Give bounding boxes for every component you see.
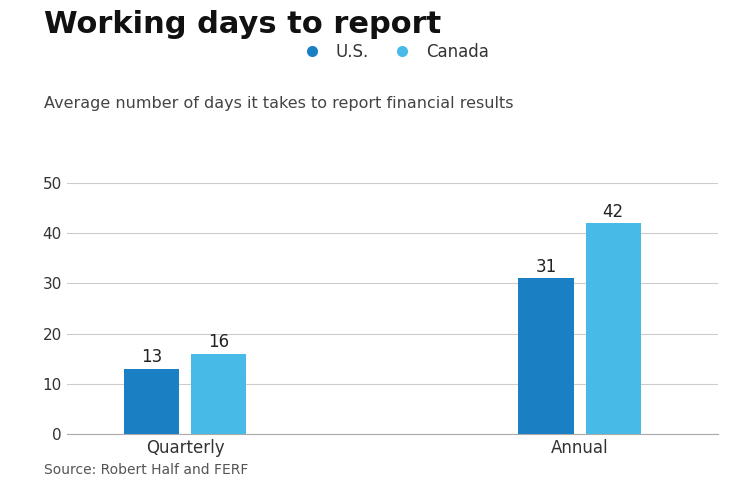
Bar (519, 279, 574, 434)
Text: 31: 31 (536, 258, 556, 276)
Bar (124, 369, 179, 434)
Text: Working days to report: Working days to report (44, 10, 442, 39)
Bar (191, 354, 246, 434)
Text: 16: 16 (208, 333, 229, 351)
Text: Source: Robert Half and FERF: Source: Robert Half and FERF (44, 463, 249, 477)
Text: 42: 42 (602, 203, 624, 221)
Bar (585, 223, 641, 434)
Legend: U.S., Canada: U.S., Canada (289, 36, 495, 67)
Text: Average number of days it takes to report financial results: Average number of days it takes to repor… (44, 96, 514, 111)
Text: 13: 13 (141, 348, 162, 366)
